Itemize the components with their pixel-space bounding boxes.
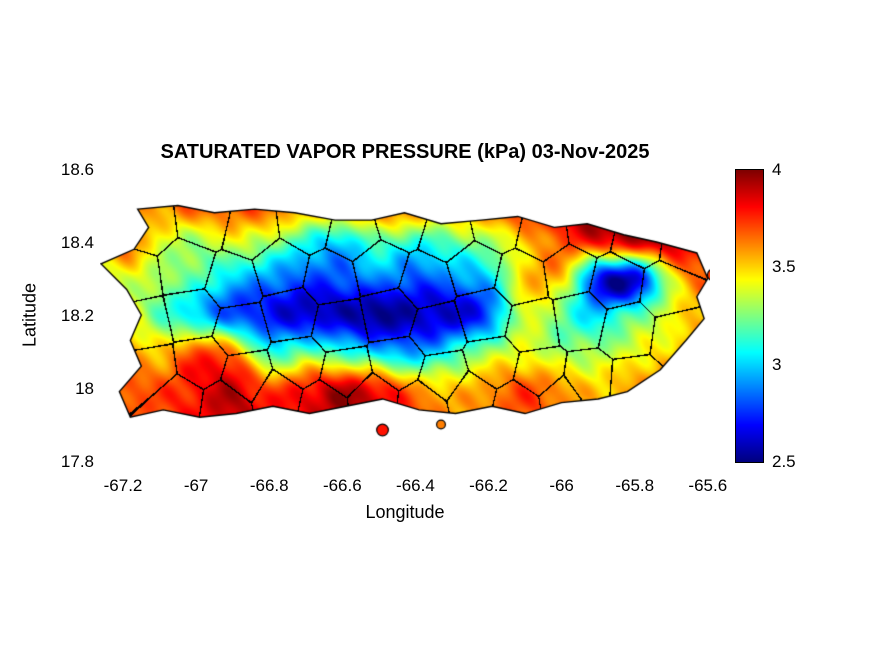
colorbar-tick-label: 4	[772, 160, 782, 179]
x-tick-label: -67	[183, 476, 209, 495]
y-tick-label: 18.4	[60, 233, 94, 252]
colorbar	[735, 169, 764, 463]
y-tick-label: 18.2	[60, 306, 94, 325]
colorbar-tick-label: 3.5	[772, 257, 796, 277]
colorbar-tick-label: 3	[772, 354, 782, 374]
y-tick-label: 18	[75, 379, 94, 398]
chart-title: SATURATED VAPOR PRESSURE (kPa) 03-Nov-20…	[160, 141, 650, 163]
x-tick-label: -66	[549, 476, 574, 495]
x-tick-label: -66.4	[396, 476, 435, 495]
x-axis-label: Longitude	[365, 502, 445, 522]
x-tick-label: -65.6	[688, 476, 728, 495]
y-axis-label: Latitude	[19, 282, 40, 348]
x-tick-label: -65.8	[615, 476, 655, 495]
y-tick-label: 18.6	[60, 160, 94, 179]
y-tick-label: 17.8	[60, 452, 94, 471]
heatmap-canvas	[100, 169, 710, 461]
x-tick-label: -66.8	[249, 476, 289, 495]
x-tick-label: -66.6	[322, 476, 362, 495]
colorbar-tick-label: 2.5	[772, 452, 796, 471]
x-tick-label: -66.2	[469, 476, 508, 495]
x-tick-label: -67.2	[103, 476, 143, 495]
